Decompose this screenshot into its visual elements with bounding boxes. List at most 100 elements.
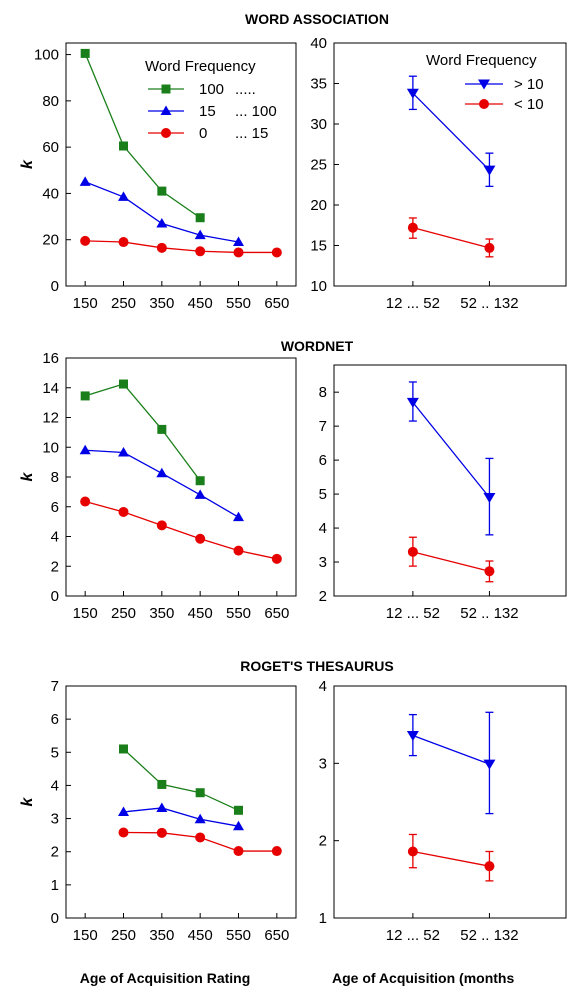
legend-label: ... 100 [235, 103, 277, 120]
data-point [233, 236, 244, 247]
y-tick-label: 8 [51, 469, 59, 486]
data-point [118, 827, 129, 838]
series-red [118, 827, 282, 857]
y-tick-label: 100 [34, 47, 59, 64]
series-blue [118, 802, 244, 831]
series-line [412, 734, 490, 765]
data-point [119, 141, 128, 151]
y-tick-label: 20 [42, 232, 59, 249]
series-blue [406, 381, 496, 536]
data-point [118, 237, 129, 248]
series-green [80, 379, 205, 486]
y-tick-label: 0 [51, 910, 59, 927]
x-tick-label: 12 ... 52 [386, 927, 440, 944]
series-line [123, 807, 239, 827]
series-blue [79, 176, 244, 247]
data-point [195, 788, 205, 798]
legend-marker [161, 128, 171, 138]
x-axis-title-left: Age of Acquisition Rating [80, 970, 251, 986]
y-tick-label: 1 [319, 910, 327, 927]
series-line [123, 748, 239, 811]
data-point [156, 242, 167, 253]
chart-wa_right: 10 15 20 25 30 35 40 12 ... 52 52 .. 132 Word Fre… [310, 35, 567, 312]
data-point [157, 186, 167, 196]
data-point [157, 779, 167, 789]
y-tick-label: 2 [319, 588, 327, 605]
legend: Word Frequency 100 ..... 15 ... 100 0 ... 15 [145, 58, 277, 142]
y-tick-label: 3 [319, 554, 327, 571]
x-tick-label: 12 ... 52 [386, 605, 440, 622]
data-point [195, 213, 205, 223]
y-tick-label: 8 [319, 384, 327, 401]
y-axis-label: k [19, 159, 36, 169]
y-tick-label: 4 [319, 520, 327, 537]
legend-label: ..... [235, 81, 256, 98]
plot-frame [65, 42, 297, 287]
y-tick-label: 40 [42, 185, 59, 202]
y-tick-label: 4 [51, 777, 59, 794]
y-tick-label: 12 [42, 410, 59, 427]
y-tick-label: 14 [42, 380, 59, 397]
x-tick-label: 150 [73, 605, 98, 622]
data-point [194, 229, 206, 240]
x-tick-label: 650 [264, 605, 289, 622]
y-tick-label: 20 [310, 197, 327, 214]
data-point [118, 806, 129, 816]
y-axis-label: k [19, 796, 36, 806]
x-tick-label: 250 [111, 605, 136, 622]
data-point [157, 424, 167, 434]
x-tick-label: 550 [226, 927, 251, 944]
y-tick-label: 2 [51, 844, 59, 861]
y-tick-label: 6 [51, 499, 59, 516]
legend-marker [478, 79, 490, 90]
x-tick-label: 350 [149, 927, 174, 944]
y-tick-label: 3 [319, 755, 327, 772]
y-tick-label: 16 [42, 350, 59, 367]
data-point [484, 242, 495, 253]
legend-label: 0 [199, 125, 207, 142]
legend-marker [479, 99, 489, 109]
data-point [80, 496, 91, 507]
x-tick-label: 250 [111, 295, 136, 312]
data-point [484, 566, 495, 577]
chart-title: WORD ASSOCIATION [245, 11, 389, 27]
data-point [80, 235, 91, 246]
data-point [233, 511, 244, 522]
series-green [80, 48, 205, 223]
series-blue [406, 75, 496, 188]
data-point [156, 520, 167, 531]
chart-title: WORDNET [281, 338, 354, 354]
y-tick-label: 0 [51, 278, 59, 295]
x-tick-label: 650 [264, 927, 289, 944]
data-point [194, 489, 206, 499]
y-axis-label: k [19, 471, 36, 481]
x-tick-label: 52 .. 132 [460, 927, 518, 944]
series-line [412, 92, 490, 171]
series-green [119, 744, 243, 815]
legend-marker [161, 84, 171, 94]
data-point [80, 391, 90, 401]
y-tick-label: 6 [319, 452, 327, 469]
x-tick-label: 550 [226, 605, 251, 622]
y-tick-label: 0 [51, 588, 59, 605]
plot-frame [65, 685, 297, 919]
legend-title: Word Frequency [145, 58, 256, 75]
legend-label: > 10 [514, 76, 544, 93]
data-point [195, 832, 206, 843]
data-point [194, 813, 206, 824]
plot-frame [65, 357, 297, 597]
series-line [412, 551, 490, 572]
series-line [84, 383, 201, 482]
chart-wn_left: WORDNET k 0 2 4 6 8 10 12 14 16 150 250 350 450 550 650 [19, 338, 354, 622]
x-tick-label: 150 [73, 295, 98, 312]
data-point [156, 218, 168, 228]
y-tick-label: 5 [51, 744, 59, 761]
series-red [407, 536, 495, 583]
y-tick-label: 10 [310, 278, 327, 295]
chart-rt_right: 1 2 3 4 12 ... 52 52 .. 132 [319, 678, 567, 944]
series-red [407, 217, 495, 258]
data-point [233, 545, 244, 556]
data-point [119, 379, 128, 389]
plot-frame [333, 685, 567, 919]
